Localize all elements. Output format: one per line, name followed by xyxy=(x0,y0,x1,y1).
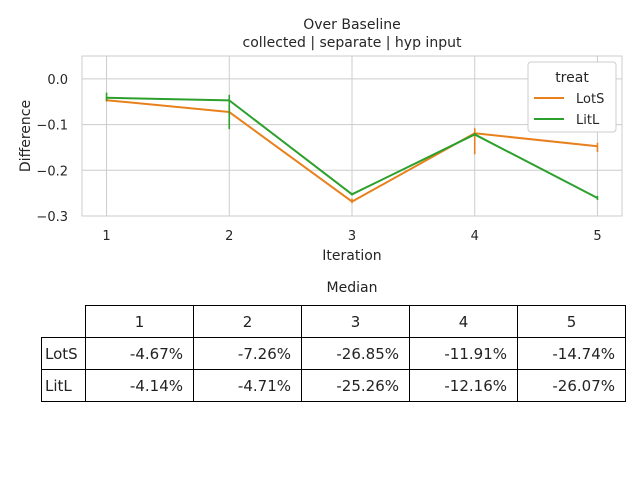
median-table-title: Median xyxy=(326,280,378,296)
x-tick-label: 5 xyxy=(593,229,601,244)
y-tick-label: 0.0 xyxy=(47,73,68,88)
column-header: 2 xyxy=(193,305,302,338)
x-axis-ticks: 1 2 3 4 5 xyxy=(102,229,601,244)
series-litl xyxy=(105,92,599,200)
row-header: LotS xyxy=(41,337,86,370)
x-tick-label: 2 xyxy=(225,229,233,244)
table-cell: -4.67% xyxy=(85,337,194,370)
y-axis-ticks: 0.0 −0.1 −0.2 −0.3 xyxy=(36,73,68,225)
y-tick-label: −0.1 xyxy=(36,119,68,134)
table-cell: -26.85% xyxy=(301,337,410,370)
legend: treat LotS LitL xyxy=(527,61,617,133)
column-header: 3 xyxy=(301,305,410,338)
median-table: 1 2 3 4 5 LotS -4.67% -7.26% -26.85% -11… xyxy=(41,305,626,402)
row-header: LitL xyxy=(41,369,86,402)
table-cell: -14.74% xyxy=(517,337,626,370)
line-litl xyxy=(106,96,598,199)
line-lots xyxy=(106,99,598,203)
legend-box xyxy=(527,61,617,133)
legend-label-lots: LotS xyxy=(576,92,604,107)
x-axis-label: Iteration xyxy=(322,248,381,264)
y-tick-label: −0.3 xyxy=(36,210,68,225)
column-header: 1 xyxy=(85,305,194,338)
table-row: LotS -4.67% -7.26% -26.85% -11.91% -14.7… xyxy=(41,337,626,370)
x-tick-label: 4 xyxy=(471,229,479,244)
chart-title: Over Baseline xyxy=(303,17,400,33)
series xyxy=(105,92,599,204)
table-corner xyxy=(42,306,86,338)
legend-title: treat xyxy=(555,70,589,86)
table-row: LitL -4.14% -4.71% -25.26% -12.16% -26.0… xyxy=(41,369,626,402)
table-cell: -11.91% xyxy=(409,337,518,370)
x-tick-label: 3 xyxy=(348,229,356,244)
line-chart: Over Baseline collected | separate | hyp… xyxy=(18,17,623,264)
chart-subtitle: collected | separate | hyp input xyxy=(243,35,462,51)
column-header: 4 xyxy=(409,305,518,338)
y-tick-label: −0.2 xyxy=(36,164,68,179)
table-cell: -4.14% xyxy=(85,369,194,402)
table-header-row: 1 2 3 4 5 xyxy=(42,305,626,338)
table-cell: -4.71% xyxy=(193,369,302,402)
x-tick-label: 1 xyxy=(102,229,110,244)
table-cell: -26.07% xyxy=(517,369,626,402)
plot-area xyxy=(81,55,623,217)
y-axis-label: Difference xyxy=(18,100,34,172)
table-cell: -12.16% xyxy=(409,369,518,402)
legend-label-litl: LitL xyxy=(576,113,600,128)
column-header: 5 xyxy=(517,305,626,338)
table-cell: -25.26% xyxy=(301,369,410,402)
table-cell: -7.26% xyxy=(193,337,302,370)
